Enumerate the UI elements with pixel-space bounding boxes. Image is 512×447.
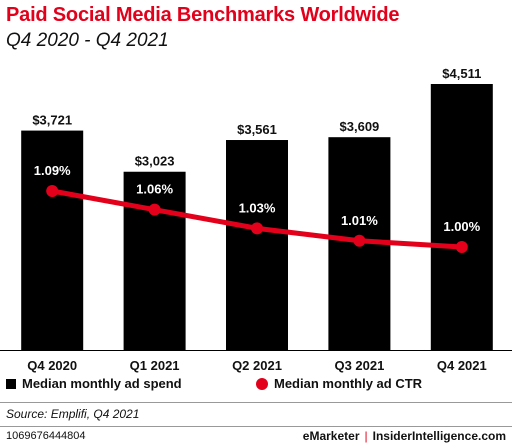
chart-legend: Median monthly ad spend Median monthly a… [0,376,512,396]
ctr-point-4 [455,241,468,253]
ctr-value-label-3: 1.01% [341,213,378,228]
source-note: Source: Emplifi, Q4 2021 [6,407,140,421]
bar-value-label-2: $3,561 [237,122,277,137]
ctr-value-label-4: 1.00% [443,219,480,234]
bar-0 [21,130,84,350]
ctr-value-label-2: 1.03% [239,200,276,215]
bar-value-label-0: $3,721 [32,113,72,128]
footer-brand: eMarketer | InsiderIntelligence.com [303,429,506,443]
x-tick-label-4: Q4 2021 [437,358,487,373]
chart-title: Paid Social Media Benchmarks Worldwide [6,4,400,26]
ctr-point-2 [251,222,263,235]
chart-id: 1069676444804 [6,430,86,442]
legend-item-ad-ctr: Median monthly ad CTR [256,376,422,391]
combo-chart: $3,721 $3,023 $3,561 $3,609 $4,511 1.09% 1.06%… [0,66,512,373]
bar-value-label-3: $3,609 [340,119,380,134]
x-tick-label-2: Q2 2021 [232,358,282,373]
legend-swatch-bar [6,378,16,389]
legend-swatch-dot [256,377,268,390]
ctr-value-label-0: 1.09% [34,163,71,178]
x-tick-label-0: Q4 2020 [27,358,77,373]
brand-emarketer: eMarketer [302,429,360,443]
brand-separator: | [364,429,368,443]
chart-subtitle: Q4 2020 - Q4 2021 [6,30,169,51]
ctr-point-3 [353,234,366,247]
bar-4 [430,84,493,350]
legend-label-ad-ctr: Median monthly ad CTR [274,376,423,391]
x-tick-label-3: Q3 2021 [334,358,384,373]
brand-insider: InsiderIntelligence.com [372,429,506,443]
legend-item-ad-spend: Median monthly ad spend [6,376,182,391]
bar-2 [226,140,288,350]
divider-top [0,402,512,403]
bar-1 [123,171,186,350]
x-tick-label-1: Q1 2021 [130,358,180,373]
legend-label-ad-spend: Median monthly ad spend [22,376,182,391]
bar-value-label-1: $3,023 [135,154,175,169]
divider-bottom [0,426,512,427]
ctr-point-1 [148,203,161,216]
ctr-point-0 [46,185,59,197]
bar-value-label-4: $4,511 [442,66,481,81]
ctr-value-label-1: 1.06% [136,182,173,197]
